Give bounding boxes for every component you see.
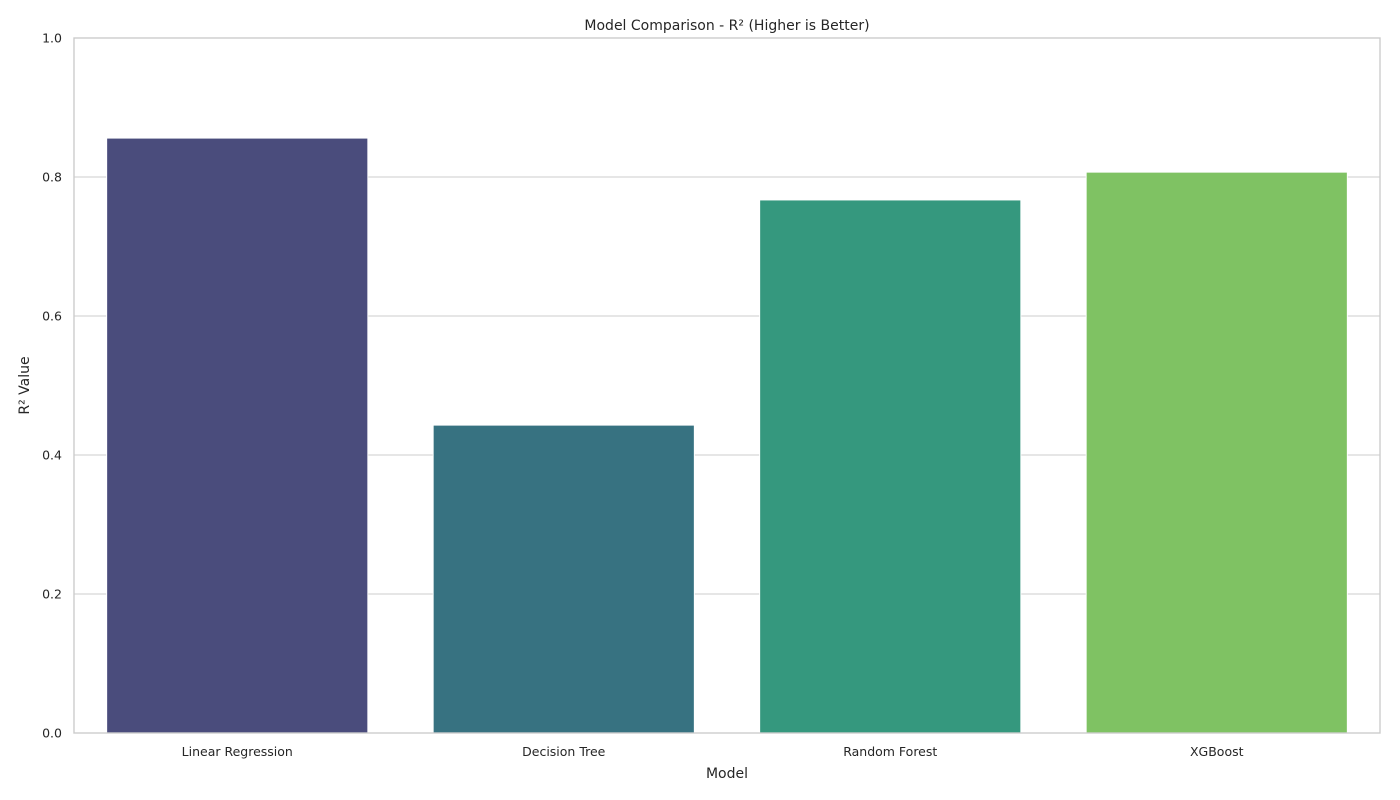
bar bbox=[1085, 171, 1348, 734]
bar bbox=[759, 199, 1022, 734]
y-axis-label: R² Value bbox=[17, 356, 33, 414]
y-tick-label: 0.8 bbox=[42, 170, 62, 185]
y-tick-label: 0.0 bbox=[42, 726, 62, 741]
chart-title: Model Comparison - R² (Higher is Better) bbox=[584, 18, 869, 34]
plot-frame bbox=[73, 37, 1381, 734]
bar bbox=[432, 424, 695, 734]
bars bbox=[106, 137, 1348, 734]
x-tick-label: Random Forest bbox=[843, 744, 937, 759]
y-tick-label: 0.6 bbox=[42, 309, 62, 324]
y-tick-label: 0.2 bbox=[42, 587, 62, 602]
x-axis-label: Model bbox=[706, 766, 748, 782]
y-tick-label: 0.4 bbox=[42, 448, 62, 463]
x-tick-labels: Linear Regression Decision Tree Random For… bbox=[182, 744, 1244, 759]
y-tick-label: 1.0 bbox=[42, 31, 62, 46]
bar bbox=[106, 137, 369, 734]
x-tick-label: Linear Regression bbox=[182, 744, 293, 759]
x-tick-label: XGBoost bbox=[1190, 744, 1244, 759]
y-tick-labels: 0.0 0.2 0.4 0.6 0.8 1.0 bbox=[42, 31, 62, 741]
x-tick-label: Decision Tree bbox=[522, 744, 606, 759]
